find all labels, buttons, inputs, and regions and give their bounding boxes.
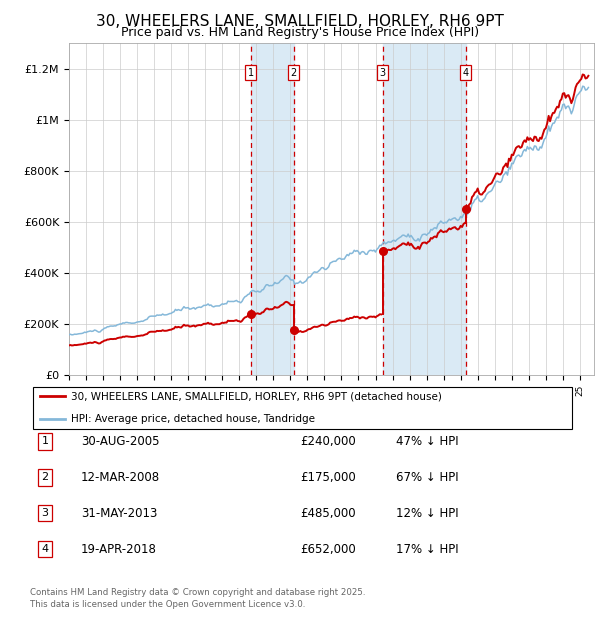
Text: 30, WHEELERS LANE, SMALLFIELD, HORLEY, RH6 9PT: 30, WHEELERS LANE, SMALLFIELD, HORLEY, R…: [96, 14, 504, 29]
Text: 1: 1: [248, 68, 254, 78]
Text: HPI: Average price, detached house, Tandridge: HPI: Average price, detached house, Tand…: [71, 414, 315, 424]
Text: £652,000: £652,000: [300, 543, 356, 556]
Bar: [251, 43, 293, 375]
Text: 47% ↓ HPI: 47% ↓ HPI: [396, 435, 458, 448]
Text: This data is licensed under the Open Government Licence v3.0.: This data is licensed under the Open Gov…: [30, 600, 305, 609]
Text: Contains HM Land Registry data © Crown copyright and database right 2025.: Contains HM Land Registry data © Crown c…: [30, 588, 365, 597]
Text: 3: 3: [379, 68, 386, 78]
Text: 12-MAR-2008: 12-MAR-2008: [81, 471, 160, 484]
Text: 12% ↓ HPI: 12% ↓ HPI: [396, 507, 458, 520]
Text: 30-AUG-2005: 30-AUG-2005: [81, 435, 160, 448]
FancyBboxPatch shape: [33, 387, 572, 428]
Text: 4: 4: [41, 544, 49, 554]
Text: 19-APR-2018: 19-APR-2018: [81, 543, 157, 556]
Text: 4: 4: [463, 68, 469, 78]
Text: £485,000: £485,000: [300, 507, 356, 520]
Text: Price paid vs. HM Land Registry's House Price Index (HPI): Price paid vs. HM Land Registry's House …: [121, 26, 479, 39]
Text: 2: 2: [41, 472, 49, 482]
Text: 17% ↓ HPI: 17% ↓ HPI: [396, 543, 458, 556]
Text: 3: 3: [41, 508, 49, 518]
Text: 67% ↓ HPI: 67% ↓ HPI: [396, 471, 458, 484]
Text: 30, WHEELERS LANE, SMALLFIELD, HORLEY, RH6 9PT (detached house): 30, WHEELERS LANE, SMALLFIELD, HORLEY, R…: [71, 391, 442, 402]
Text: £240,000: £240,000: [300, 435, 356, 448]
Text: £175,000: £175,000: [300, 471, 356, 484]
Bar: [383, 43, 466, 375]
Text: 1: 1: [41, 436, 49, 446]
Text: 2: 2: [290, 68, 297, 78]
Text: 31-MAY-2013: 31-MAY-2013: [81, 507, 157, 520]
